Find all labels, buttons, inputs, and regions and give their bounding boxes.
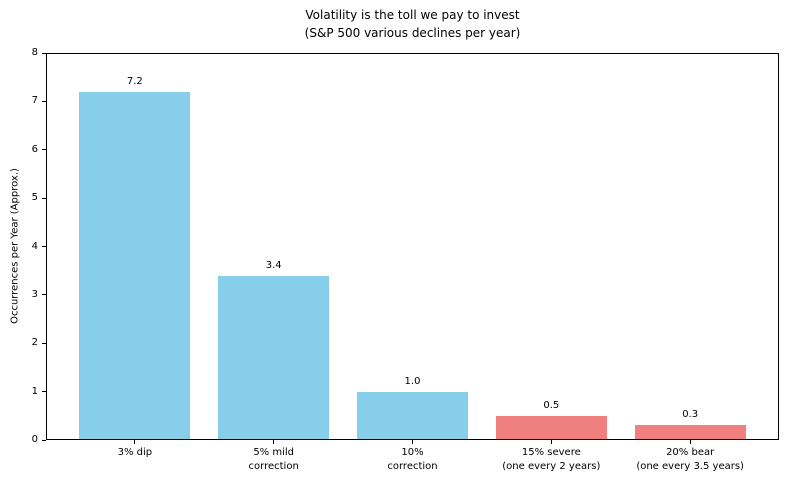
bar-value-label: 3.4 bbox=[265, 259, 282, 271]
y-tick-label: 1 bbox=[31, 385, 38, 397]
y-tick-label: 8 bbox=[31, 47, 38, 58]
x-tick-label-line: correction bbox=[248, 461, 299, 472]
x-tick-label-line: (one every 3.5 years) bbox=[636, 461, 744, 472]
x-tick bbox=[550, 440, 552, 444]
y-tick-label: 6 bbox=[31, 143, 38, 155]
bar bbox=[634, 425, 746, 440]
bar bbox=[218, 275, 330, 440]
y-tick bbox=[42, 100, 46, 102]
x-tick-label-line: (one every 2 years) bbox=[502, 461, 601, 472]
y-tick bbox=[42, 52, 46, 54]
y-tick bbox=[42, 342, 46, 344]
y-tick bbox=[42, 246, 46, 247]
y-tick-label: 7 bbox=[31, 95, 38, 107]
y-tick-label: 2 bbox=[31, 337, 38, 349]
y-tick bbox=[42, 439, 46, 441]
x-tick-label-line: correction bbox=[387, 461, 438, 472]
y-tick bbox=[42, 149, 46, 151]
bar bbox=[356, 391, 469, 440]
x-tick-label: 5% mild correction bbox=[164, 446, 384, 474]
x-tick bbox=[689, 440, 691, 444]
y-tick bbox=[42, 391, 46, 393]
y-tick-label: 0 bbox=[31, 434, 38, 445]
x-tick-label-line: 15% severe bbox=[521, 447, 581, 458]
bar-value-label: 0.5 bbox=[543, 399, 560, 411]
chart-title-block: Volatility is the toll we pay to invest … bbox=[46, 6, 779, 42]
y-tick bbox=[42, 197, 46, 199]
x-tick bbox=[273, 440, 275, 444]
bar bbox=[79, 91, 191, 440]
y-tick-label: 5 bbox=[31, 192, 38, 204]
x-tick bbox=[412, 440, 413, 444]
bar-value-label: 0.3 bbox=[682, 409, 699, 421]
x-tick-label-line: 5% mild bbox=[253, 447, 295, 458]
chart-subtitle: (S&P 500 various declines per year) bbox=[304, 26, 521, 40]
y-tick-label: 3 bbox=[31, 288, 38, 300]
y-tick-label: 4 bbox=[31, 240, 38, 252]
x-tick-label-line: 10% bbox=[401, 447, 424, 458]
bar-value-label: 7.2 bbox=[126, 75, 143, 87]
x-tick-label: 10% correction bbox=[303, 446, 523, 474]
x-tick-label-line: 20% bear bbox=[666, 447, 715, 458]
bar bbox=[495, 415, 607, 440]
y-tick bbox=[42, 294, 46, 296]
bar-value-label: 1.0 bbox=[404, 375, 421, 387]
x-tick bbox=[134, 440, 136, 444]
x-tick-label: 20% bear (one every 3.5 years) bbox=[580, 446, 790, 474]
x-tick-label: 15% severe (one every 2 years) bbox=[441, 446, 661, 474]
x-tick-label: 3% dip bbox=[25, 446, 245, 460]
x-tick-label-line: 3% dip bbox=[117, 447, 153, 458]
chart-title: Volatility is the toll we pay to invest bbox=[305, 8, 520, 22]
